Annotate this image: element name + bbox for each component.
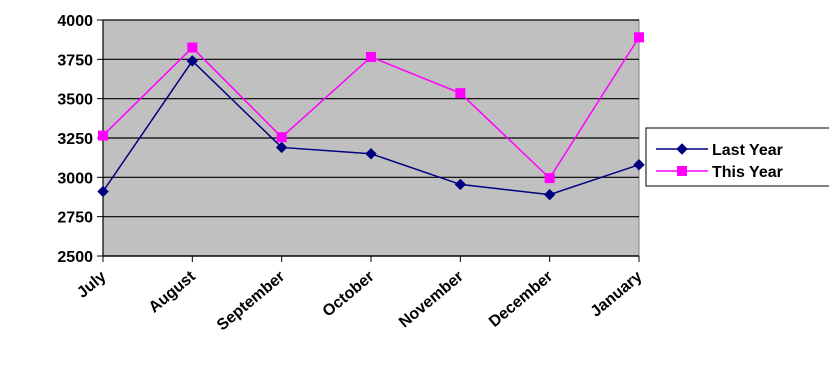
- x-tick-label: November: [396, 268, 467, 331]
- legend-marker: [676, 143, 688, 155]
- y-tick-label: 2500: [57, 249, 93, 266]
- data-point: [186, 55, 199, 67]
- data-point: [98, 130, 108, 141]
- x-tick-label: July: [74, 268, 110, 302]
- x-tick-label: January: [588, 268, 646, 321]
- legend-box: [645, 127, 829, 187]
- series-0: [97, 55, 645, 201]
- series-group: [97, 32, 645, 201]
- y-tick-label: 2750: [57, 210, 93, 227]
- series-1: [98, 32, 644, 184]
- data-point: [543, 188, 556, 201]
- data-point: [366, 51, 376, 62]
- data-point: [633, 159, 645, 171]
- legend-marker: [677, 166, 687, 176]
- x-tick-label: September: [214, 268, 288, 334]
- data-point: [276, 132, 287, 143]
- data-point: [365, 148, 377, 160]
- x-tick-label: October: [320, 268, 378, 320]
- legend-label: This Year: [712, 164, 783, 181]
- legend: Last Year This Year: [645, 127, 829, 187]
- data-point: [454, 178, 467, 191]
- data-point: [455, 88, 466, 99]
- data-point: [187, 42, 198, 53]
- x-tick-label: August: [146, 268, 200, 317]
- y-tick-label: 3500: [57, 92, 93, 109]
- y-tick-labels: 2500 2750 3000 3250 3500 3750 4000: [57, 13, 93, 266]
- y-tick-label: 3000: [57, 170, 93, 187]
- data-point: [544, 173, 555, 184]
- y-tick-label: 4000: [57, 13, 93, 30]
- data-point: [275, 141, 288, 154]
- y-tick-label: 3250: [57, 131, 93, 148]
- y-tick-label: 3750: [57, 52, 93, 69]
- data-point: [634, 32, 644, 43]
- x-tick-labels: July August September October November Decemb…: [74, 268, 646, 335]
- data-point: [97, 185, 109, 198]
- legend-label: Last Year: [712, 142, 783, 159]
- x-tick-label: December: [486, 268, 556, 331]
